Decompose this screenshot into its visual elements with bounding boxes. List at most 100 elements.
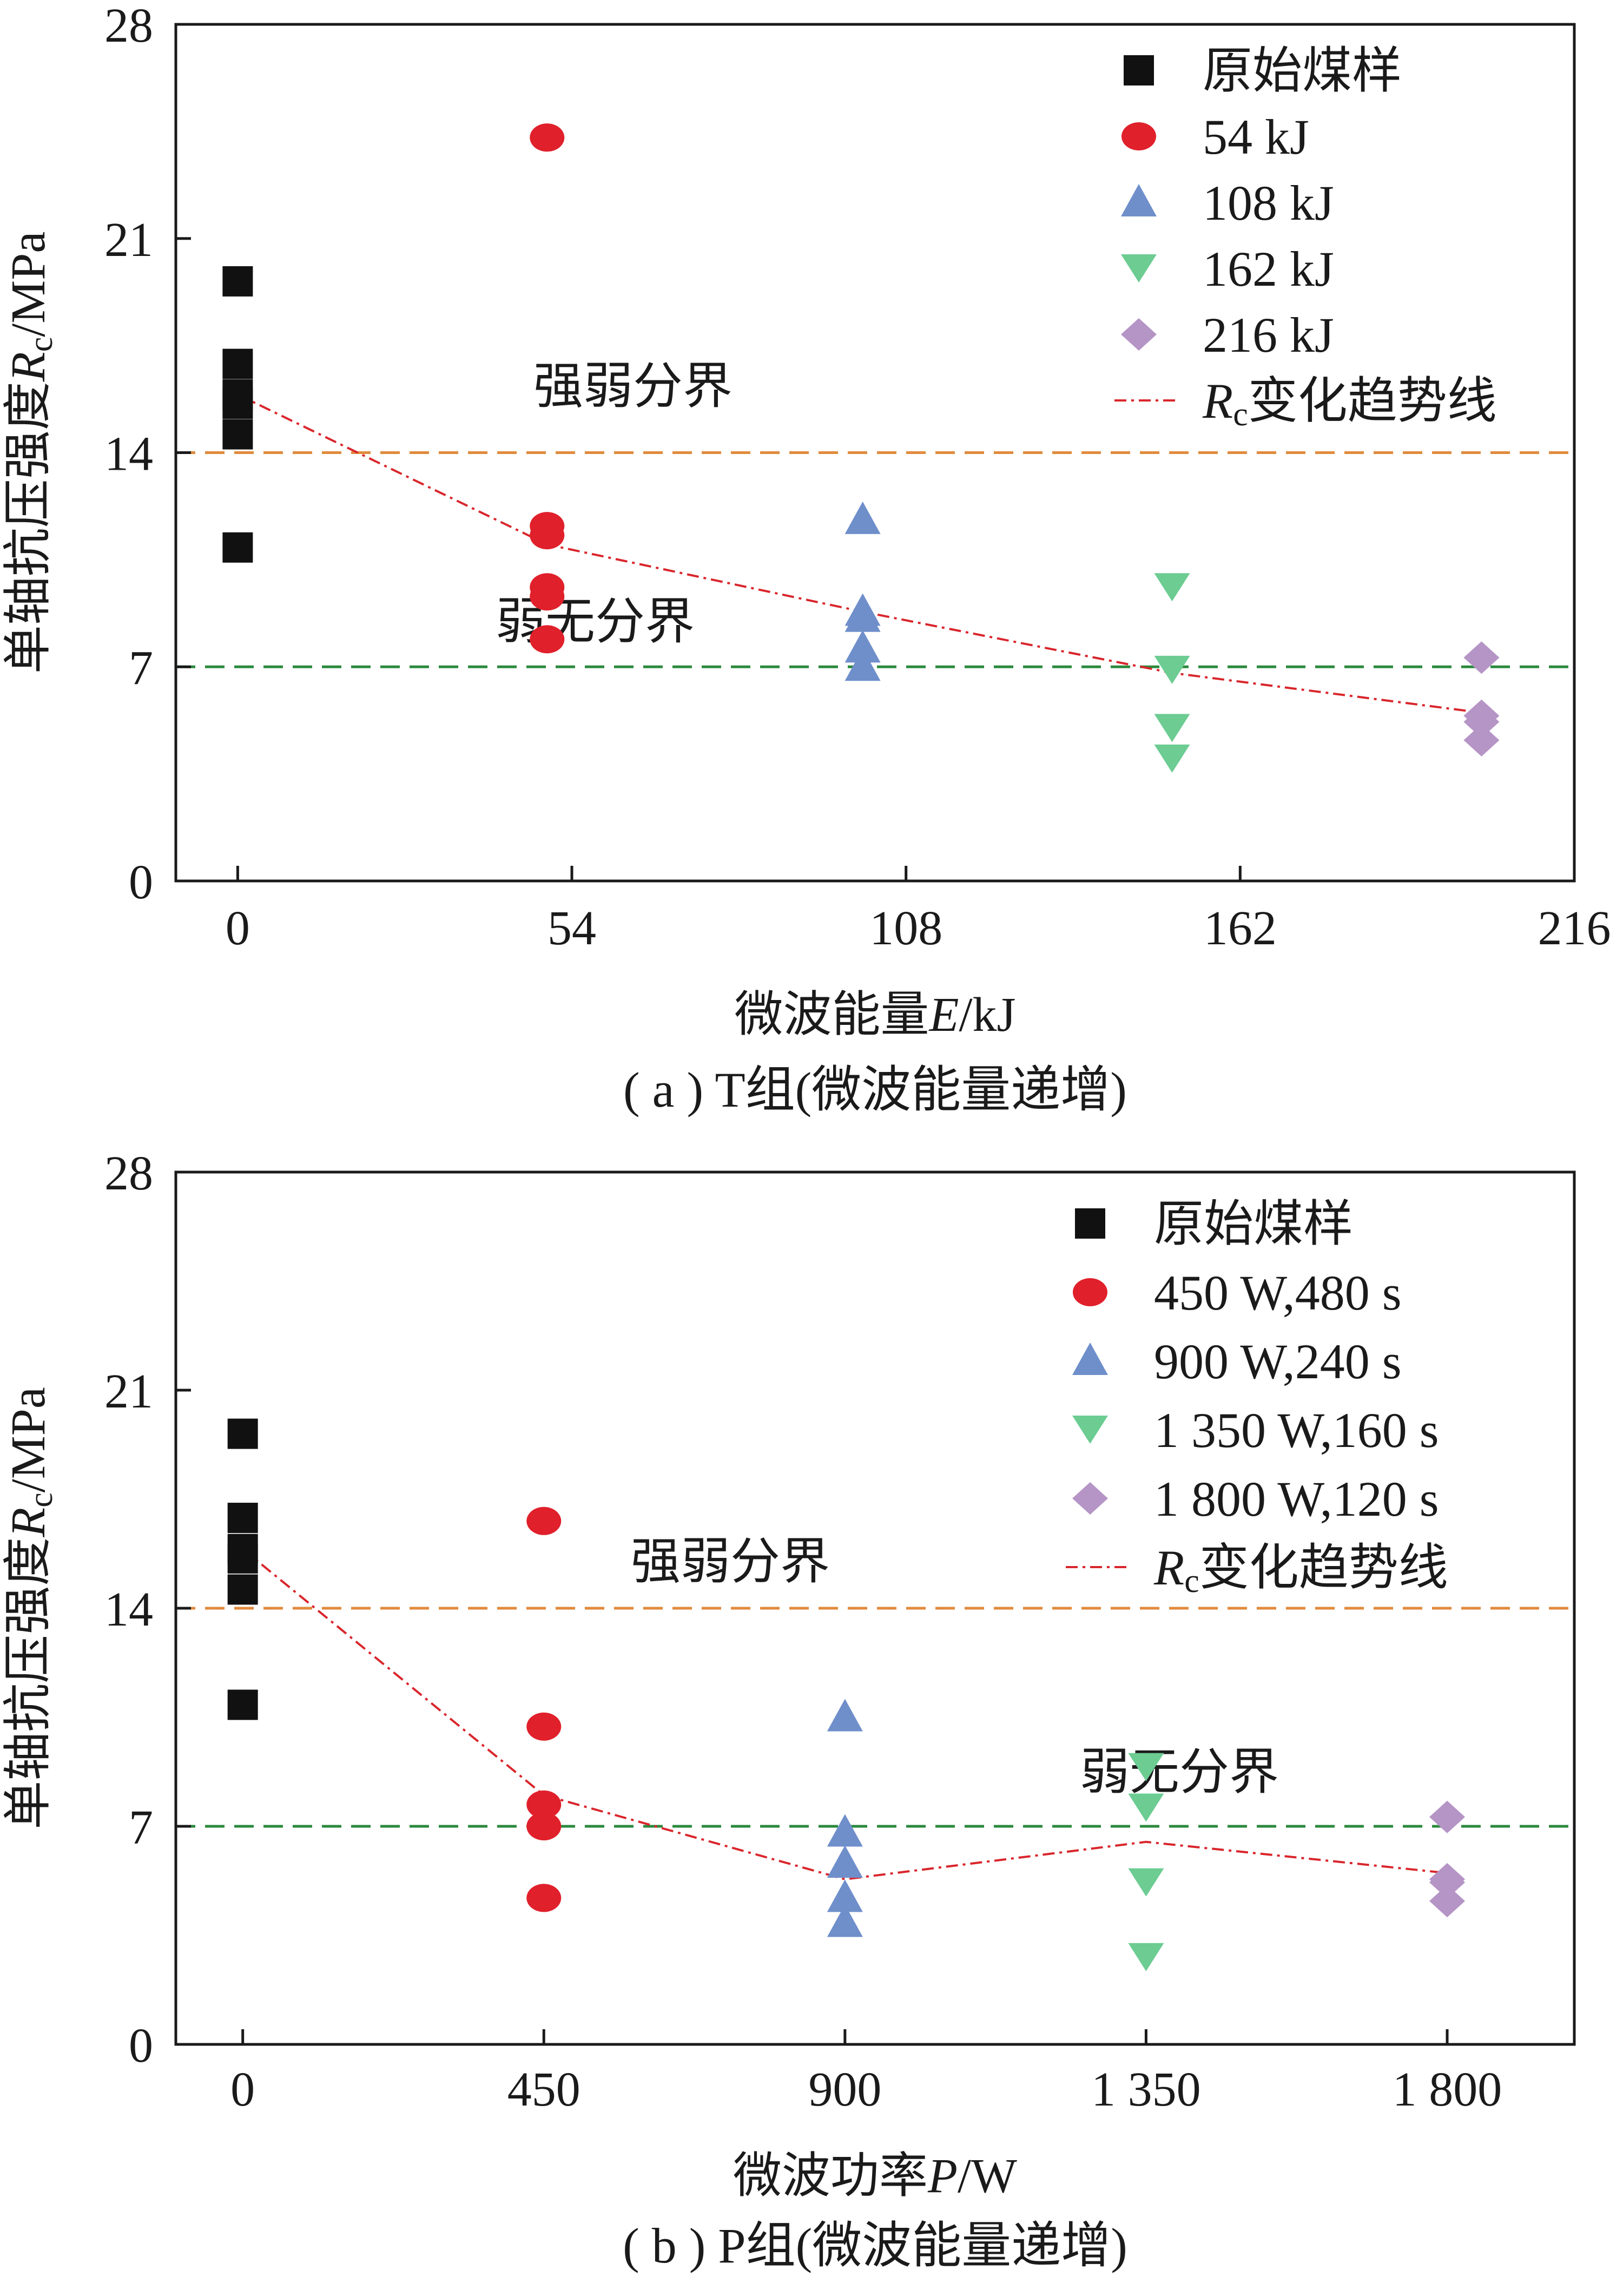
data-point-series-0 — [222, 532, 253, 563]
legend-entry-label: 54 kJ — [1203, 109, 1309, 165]
data-point-series-0 — [222, 419, 253, 450]
series-2-points — [845, 501, 881, 681]
y-tick-label: 0 — [129, 856, 153, 909]
data-point-series-4 — [1429, 1800, 1465, 1833]
y-tick-label: 7 — [129, 641, 153, 695]
data-point-series-0 — [222, 389, 253, 419]
data-point-series-3 — [1154, 714, 1190, 742]
series-1-points — [526, 1506, 562, 1912]
data-point-series-1 — [526, 1884, 562, 1912]
data-point-series-1 — [530, 582, 565, 611]
legend-entry-label: 900 W,240 s — [1154, 1334, 1402, 1389]
legend-swatch — [1124, 55, 1154, 85]
legend: 原始煤样 450 W,480 s 900 W,240 s 1 350 W,160 s 1… — [1066, 1196, 1448, 1600]
weak-none-boundary-label: 弱无分界 — [496, 594, 695, 649]
y-tick-label: 14 — [104, 427, 153, 481]
data-point-series-2 — [845, 599, 881, 632]
y-tick-label: 28 — [104, 0, 153, 52]
legend-entry-label: Rc变化趋势线 — [1153, 1540, 1448, 1600]
data-point-series-3 — [1128, 1753, 1164, 1781]
legend: 原始煤样 54 kJ 108 kJ 162 kJ 216 kJ Rc变化趋势线 — [1114, 43, 1497, 433]
legend-entry-label: Rc变化趋势线 — [1202, 373, 1497, 433]
x-tick-label: 216 — [1538, 902, 1611, 955]
y-tick-label: 14 — [104, 1583, 153, 1636]
data-point-series-0 — [222, 348, 253, 379]
data-point-series-1 — [530, 123, 565, 152]
data-point-series-0 — [227, 1543, 258, 1574]
data-point-series-2 — [827, 1699, 863, 1732]
legend-entry-label: 450 W,480 s — [1154, 1265, 1402, 1320]
x-tick-label: 54 — [547, 902, 596, 955]
x-tick-label: 0 — [230, 2063, 255, 2116]
data-point-series-0 — [227, 1574, 258, 1605]
data-point-series-3 — [1128, 1793, 1164, 1822]
legend-swatch — [1072, 1416, 1108, 1444]
chart-panel-b: 0 7 14 21 28 0 450 900 1 350 1 800 微波功率P/W 单轴抗压强度Rc… — [0, 1148, 1623, 2296]
data-point-series-4 — [1463, 723, 1500, 756]
chart-panel-a: 0 7 14 21 28 0 54 108 162 216 微波能量E/kJ 单轴抗压强度Rc/MPa… — [2, 0, 1611, 1117]
data-point-series-3 — [1154, 573, 1190, 602]
legend-swatch — [1121, 254, 1157, 282]
legend-swatch — [1072, 1343, 1108, 1375]
series-3-points — [1154, 573, 1190, 773]
x-tick-label: 450 — [507, 2063, 580, 2116]
data-point-series-0 — [227, 1503, 258, 1534]
data-point-series-0 — [227, 1418, 258, 1449]
y-tick-label: 28 — [104, 1148, 153, 1200]
data-point-series-4 — [1463, 641, 1500, 674]
legend-swatch — [1121, 318, 1157, 351]
data-point-series-3 — [1154, 744, 1190, 773]
y-tick-label: 7 — [129, 1801, 153, 1854]
data-point-series-2 — [827, 1845, 863, 1878]
data-point-series-2 — [827, 1814, 863, 1847]
data-point-series-4 — [1429, 1885, 1465, 1918]
chart-a-svg: 0 7 14 21 28 0 54 108 162 216 微波能量E/kJ 单轴抗压强度Rc/MPa… — [2, 0, 1611, 1117]
data-point-series-1 — [526, 1506, 562, 1535]
x-tick-label: 162 — [1204, 902, 1277, 955]
data-point-series-1 — [530, 625, 565, 654]
legend-entry-label: 原始煤样 — [1154, 1196, 1353, 1252]
data-point-series-1 — [526, 1712, 562, 1741]
legend-swatch — [1073, 1278, 1107, 1306]
data-point-series-1 — [526, 1790, 562, 1819]
data-point-series-2 — [845, 501, 881, 534]
x-tick-label: 1 800 — [1393, 2063, 1502, 2116]
chart-b-svg: 0 7 14 21 28 0 450 900 1 350 1 800 微波功率P/W 单轴抗压强度Rc… — [2, 1148, 1576, 2273]
strong-weak-boundary-label: 强弱分界 — [533, 359, 733, 414]
legend-swatch — [1121, 122, 1156, 150]
data-point-series-2 — [845, 648, 881, 681]
legend-entry-label: 原始煤样 — [1203, 43, 1402, 98]
data-point-series-2 — [845, 630, 881, 663]
strong-weak-boundary-label: 强弱分界 — [631, 1534, 830, 1589]
legend-entry-label: 216 kJ — [1203, 307, 1334, 363]
data-point-series-0 — [222, 266, 253, 297]
figure-caption: ( b ) P组(微波能量递增) — [623, 2218, 1127, 2273]
series-1-points — [530, 123, 565, 654]
x-tick-label: 0 — [226, 902, 250, 955]
y-tick-label: 21 — [104, 1365, 153, 1418]
series-0-points — [227, 1418, 258, 1720]
y-axis-title: 单轴抗压强度Rc/MPa — [2, 232, 60, 674]
y-tick-label: 0 — [129, 2019, 153, 2073]
series-4-points — [1429, 1800, 1465, 1918]
legend-swatch — [1072, 1482, 1108, 1515]
series-3-points — [1128, 1753, 1164, 1971]
data-point-series-3 — [1128, 1943, 1164, 1971]
series-4-points — [1463, 641, 1500, 756]
figure-caption: ( a ) T组(微波能量递增) — [623, 1062, 1127, 1117]
x-axis-title: 微波功率P/W — [733, 2149, 1017, 2203]
legend-entry-label: 1 350 W,160 s — [1154, 1403, 1439, 1458]
x-tick-label: 108 — [869, 902, 942, 955]
x-tick-label: 900 — [808, 2063, 881, 2116]
data-point-series-3 — [1154, 655, 1190, 684]
data-point-series-0 — [227, 1689, 258, 1720]
series-2-points — [827, 1699, 863, 1937]
data-point-series-2 — [827, 1904, 863, 1937]
data-point-series-3 — [1128, 1868, 1164, 1897]
legend-swatch — [1121, 184, 1157, 216]
data-point-series-4 — [1429, 1866, 1465, 1899]
y-tick-label: 21 — [104, 213, 153, 267]
data-point-series-4 — [1463, 706, 1500, 739]
data-point-series-1 — [526, 1812, 562, 1840]
legend-entry-label: 162 kJ — [1203, 241, 1334, 297]
